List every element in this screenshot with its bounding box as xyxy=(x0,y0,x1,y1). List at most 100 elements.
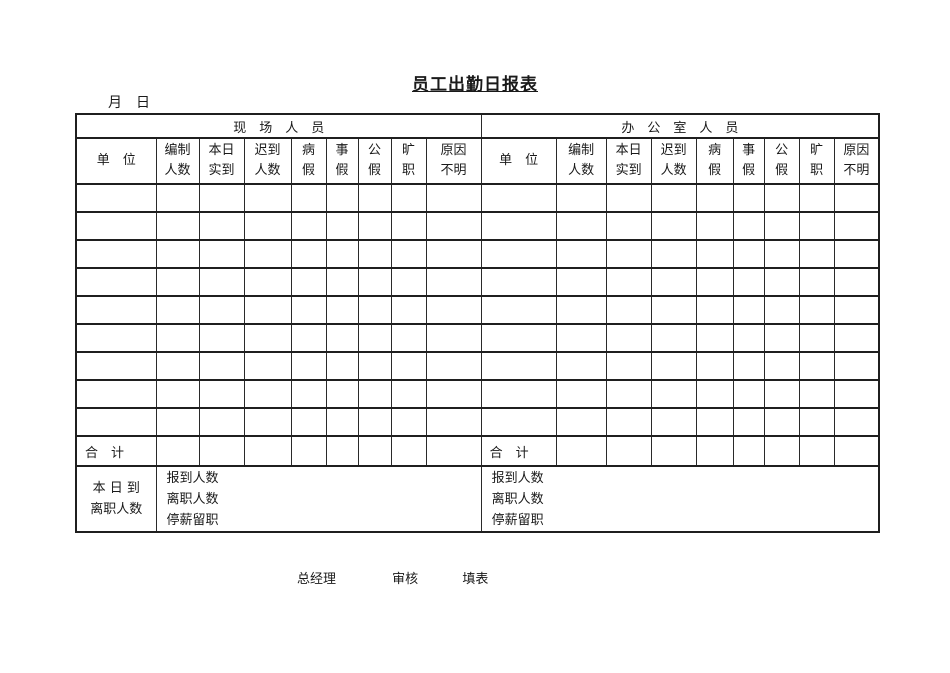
data-cell xyxy=(732,351,765,381)
data-cell xyxy=(155,239,200,269)
data-cell xyxy=(243,379,292,409)
data-cell xyxy=(763,379,800,409)
col-header-line: 病 xyxy=(301,143,315,158)
data-cell xyxy=(155,295,200,325)
data-cell xyxy=(390,267,427,297)
data-cell xyxy=(480,407,557,437)
data-cell xyxy=(243,323,292,353)
data-cell xyxy=(798,239,835,269)
data-cell xyxy=(357,239,392,269)
bottom-item: 离职人数 xyxy=(491,491,544,507)
total-cell xyxy=(763,435,800,467)
data-cell xyxy=(732,407,765,437)
col-header-office-6: 公假 xyxy=(763,137,800,185)
bottom-item: 报到人数 xyxy=(166,470,219,486)
data-cell xyxy=(650,183,697,213)
data-cell xyxy=(290,239,327,269)
data-cell xyxy=(155,379,200,409)
col-header-line: 旷 xyxy=(810,143,824,158)
data-cell xyxy=(798,379,835,409)
data-row-7 xyxy=(75,351,880,381)
col-header-field-3: 迟到 人数 xyxy=(243,137,292,185)
data-cell xyxy=(325,295,359,325)
data-cell xyxy=(833,211,880,241)
total-cell xyxy=(555,435,607,467)
data-cell xyxy=(650,407,697,437)
total-cell xyxy=(605,435,652,467)
total-row: 合 计 合 计 xyxy=(75,435,880,467)
total-cell xyxy=(833,435,880,467)
data-cell xyxy=(325,379,359,409)
data-cell xyxy=(243,407,292,437)
data-cell xyxy=(198,379,245,409)
footer-signatures: 总经理 审核 填表 xyxy=(297,568,488,587)
data-cell xyxy=(732,211,765,241)
data-cell xyxy=(290,295,327,325)
bottom-items-office: 报到人数 离职人数 停薪留职 xyxy=(480,465,880,533)
page-title: 员工出勤日报表 xyxy=(412,75,538,95)
data-cell xyxy=(732,295,765,325)
total-cell xyxy=(357,435,392,467)
col-header-line: 职 xyxy=(810,163,824,178)
data-cell xyxy=(605,239,652,269)
col-header-office-3: 迟到 人数 xyxy=(650,137,697,185)
col-header-office-0: 单 位 xyxy=(480,137,557,185)
data-cell xyxy=(357,407,392,437)
data-cell xyxy=(155,183,200,213)
col-header-field-4: 病假 xyxy=(290,137,327,185)
data-cell xyxy=(75,323,157,353)
data-cell xyxy=(480,211,557,241)
col-header-field-0: 单 位 xyxy=(75,137,157,185)
data-cell xyxy=(695,295,734,325)
col-header-office-8: 原因 不明 xyxy=(833,137,880,185)
col-header-line: 本日 xyxy=(208,143,235,158)
data-cell xyxy=(833,323,880,353)
data-cell xyxy=(732,379,765,409)
col-header-line: 公 xyxy=(367,143,381,158)
data-cell xyxy=(695,407,734,437)
data-row-1 xyxy=(75,183,880,213)
col-header-line: 不明 xyxy=(440,163,467,178)
data-cell xyxy=(763,407,800,437)
data-cell xyxy=(390,239,427,269)
data-cell xyxy=(425,239,482,269)
col-header-field-6: 公假 xyxy=(357,137,392,185)
data-cell xyxy=(480,267,557,297)
data-cell xyxy=(605,351,652,381)
data-cell xyxy=(390,295,427,325)
data-cell xyxy=(357,183,392,213)
data-cell xyxy=(198,239,245,269)
data-cell xyxy=(75,239,157,269)
data-cell xyxy=(695,211,734,241)
data-cell xyxy=(763,183,800,213)
data-cell xyxy=(650,239,697,269)
data-cell xyxy=(325,267,359,297)
data-cell xyxy=(480,379,557,409)
col-header-line: 假 xyxy=(367,163,381,178)
data-cell xyxy=(833,351,880,381)
data-cell xyxy=(833,379,880,409)
data-cell xyxy=(732,323,765,353)
data-cell xyxy=(390,323,427,353)
data-cell xyxy=(480,351,557,381)
data-cell xyxy=(357,295,392,325)
data-row-8 xyxy=(75,379,880,409)
total-cell xyxy=(198,435,245,467)
data-cell xyxy=(425,267,482,297)
data-cell xyxy=(290,379,327,409)
data-cell xyxy=(198,295,245,325)
col-header-line: 不明 xyxy=(843,163,870,178)
total-label-office: 合 计 xyxy=(480,435,557,467)
data-cell xyxy=(833,239,880,269)
data-cell xyxy=(555,379,607,409)
data-cell xyxy=(290,211,327,241)
data-cell xyxy=(763,267,800,297)
col-header-line: 实到 xyxy=(208,163,235,178)
data-cell xyxy=(390,379,427,409)
data-cell xyxy=(798,323,835,353)
col-header-line: 假 xyxy=(335,163,349,178)
data-cell xyxy=(325,183,359,213)
col-header-line: 迟到 xyxy=(660,143,687,158)
data-cell xyxy=(357,351,392,381)
data-cell xyxy=(833,295,880,325)
